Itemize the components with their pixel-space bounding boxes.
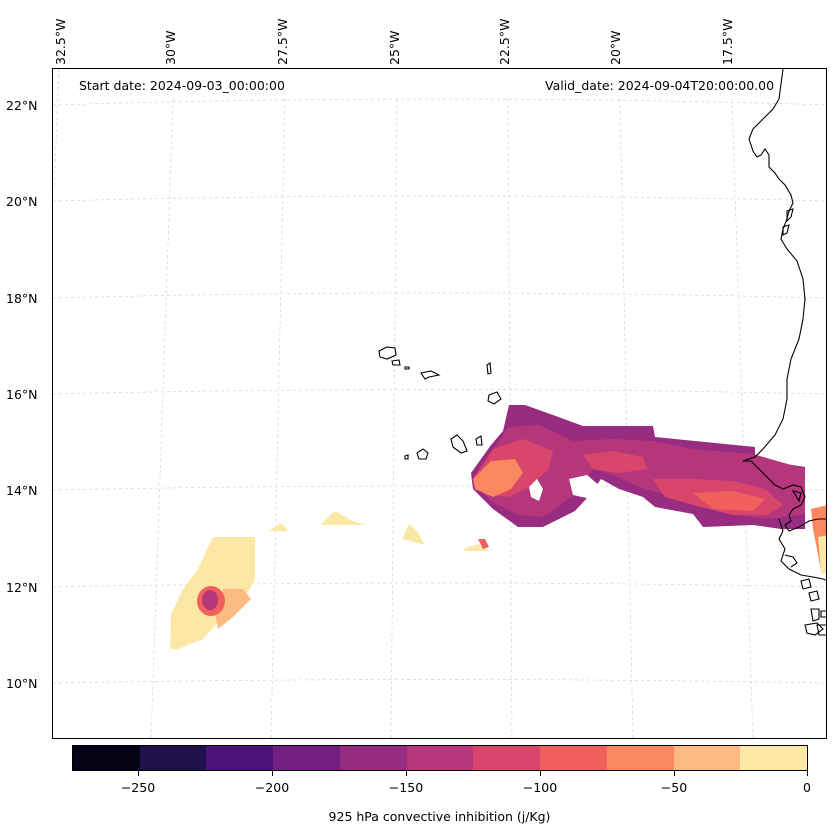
cin-patch-2 [321, 511, 365, 525]
cin-band-east-hot5 [583, 451, 647, 473]
colorbar-tick-label: −150 [388, 780, 424, 795]
colorbar-tick-label: −200 [254, 780, 290, 795]
gridline-lon-30 [150, 98, 174, 738]
coast-bijagos-2 [808, 590, 820, 602]
cin-band-east-hot4 [693, 491, 765, 511]
coast-bijagos-3 [810, 608, 820, 622]
gridline-lat-14 [53, 485, 826, 491]
coast-inland-1 [784, 554, 798, 568]
lon-label-32.5w: 32.5°W [53, 18, 68, 65]
colorbar-segment-2 [206, 746, 274, 770]
colorbar-tick [138, 771, 139, 776]
island-maio [475, 435, 483, 446]
colorbar-segment-8 [606, 746, 674, 770]
lat-label-10n: 10°N [6, 676, 38, 691]
island-boa-vista [487, 391, 502, 405]
island-santiago [450, 434, 468, 454]
colorbar-tick-label: 0 [803, 780, 811, 795]
lon-label-30w: 30°W [163, 30, 178, 65]
island-fogo [416, 448, 429, 460]
gridline-lon-32.5 [53, 69, 60, 190]
lat-label-12n: 12°N [6, 580, 38, 595]
colorbar-tick [406, 771, 407, 776]
gridline-lon-25 [390, 98, 398, 738]
lat-label-16n: 16°N [6, 387, 38, 402]
colorbar-title: 925 hPa convective inhibition (j/Kg) [328, 809, 551, 824]
cin-band-gap-2 [569, 475, 601, 499]
colorbar-segment-10 [740, 746, 808, 770]
gridline-lat-12 [53, 582, 826, 588]
cape-verde-islands [378, 346, 502, 460]
coast-guinea-bissau [778, 518, 826, 581]
cin-patch-1 [269, 523, 289, 531]
lon-label-27.5w: 27.5°W [275, 18, 290, 65]
valid-date-label: Valid_date: 2024-09-04T20:00:00.00 [545, 78, 775, 93]
colorbar-tick [540, 771, 541, 776]
cin-patch-5 [478, 539, 489, 549]
lat-label-20n: 20°N [6, 194, 38, 209]
map-panel [52, 68, 827, 739]
island-sal [486, 362, 492, 375]
colorbar-tick-label: −50 [660, 780, 688, 795]
cin-contours [170, 405, 826, 649]
colorbar-segment-0 [73, 746, 140, 770]
colorbar-segment-5 [406, 746, 474, 770]
cin-coast-patch-2 [818, 535, 826, 574]
colorbar-tick [674, 771, 675, 776]
lat-label-22n: 22°N [6, 98, 38, 113]
colorbar-tick [272, 771, 273, 776]
gridline-lon-27.5 [270, 98, 286, 738]
colorbar-segment-3 [273, 746, 340, 770]
cin-band-gap-1 [529, 479, 543, 501]
colorbar-segment-4 [339, 746, 407, 770]
start-date-label: Start date: 2024-09-03_00:00:00 [79, 78, 285, 93]
gridline-lat-22 [53, 98, 826, 106]
island-santo-antao [378, 346, 397, 360]
island-sao-nicolau [420, 370, 441, 380]
lon-label-17.5w: 17.5°W [720, 18, 735, 65]
colorbar-segment-6 [473, 746, 541, 770]
map-canvas [53, 69, 826, 738]
colorbar-tick-label: −100 [522, 780, 558, 795]
lat-label-18n: 18°N [6, 291, 38, 306]
coast-bijagos-1 [800, 578, 812, 590]
cin-band-east-hot2 [473, 459, 523, 497]
cin-patch-3 [403, 524, 425, 545]
colorbar-segment-9 [673, 746, 741, 770]
coast-bijagos-6 [816, 624, 826, 636]
island-brava [404, 454, 409, 460]
coast-banc-arguin [782, 208, 794, 236]
colorbar [72, 745, 808, 771]
gridline-lat-18 [53, 292, 826, 299]
cin-blob-west-inner2 [202, 590, 218, 610]
island-santa-luzia [404, 366, 410, 370]
colorbar-tick [807, 771, 808, 776]
coast-bijagos-4 [820, 610, 826, 618]
coast-gambia-river [791, 490, 802, 503]
gridline-lat-20 [53, 195, 826, 202]
colorbar-tick-label: −250 [120, 780, 156, 795]
coast-bijagos-5 [804, 622, 824, 636]
gridlines [53, 69, 826, 738]
lon-label-25w: 25°W [387, 30, 402, 65]
cin-patch-4 [463, 544, 489, 551]
lon-label-20w: 20°W [608, 30, 623, 65]
island-sao-vicente [391, 359, 401, 366]
africa-coastline [742, 69, 826, 636]
lat-label-14n: 14°N [6, 483, 38, 498]
gridline-lat-10 [53, 679, 826, 684]
coast-mauritania [742, 69, 806, 462]
lon-label-22.5w: 22.5°W [497, 18, 512, 65]
gridline-lat-16 [53, 389, 826, 395]
colorbar-segment-7 [540, 746, 607, 770]
gridline-lon-17.5 [731, 98, 754, 738]
colorbar-segment-1 [139, 746, 207, 770]
coast-senegal [743, 460, 826, 532]
gridline-lon-20 [619, 98, 634, 738]
